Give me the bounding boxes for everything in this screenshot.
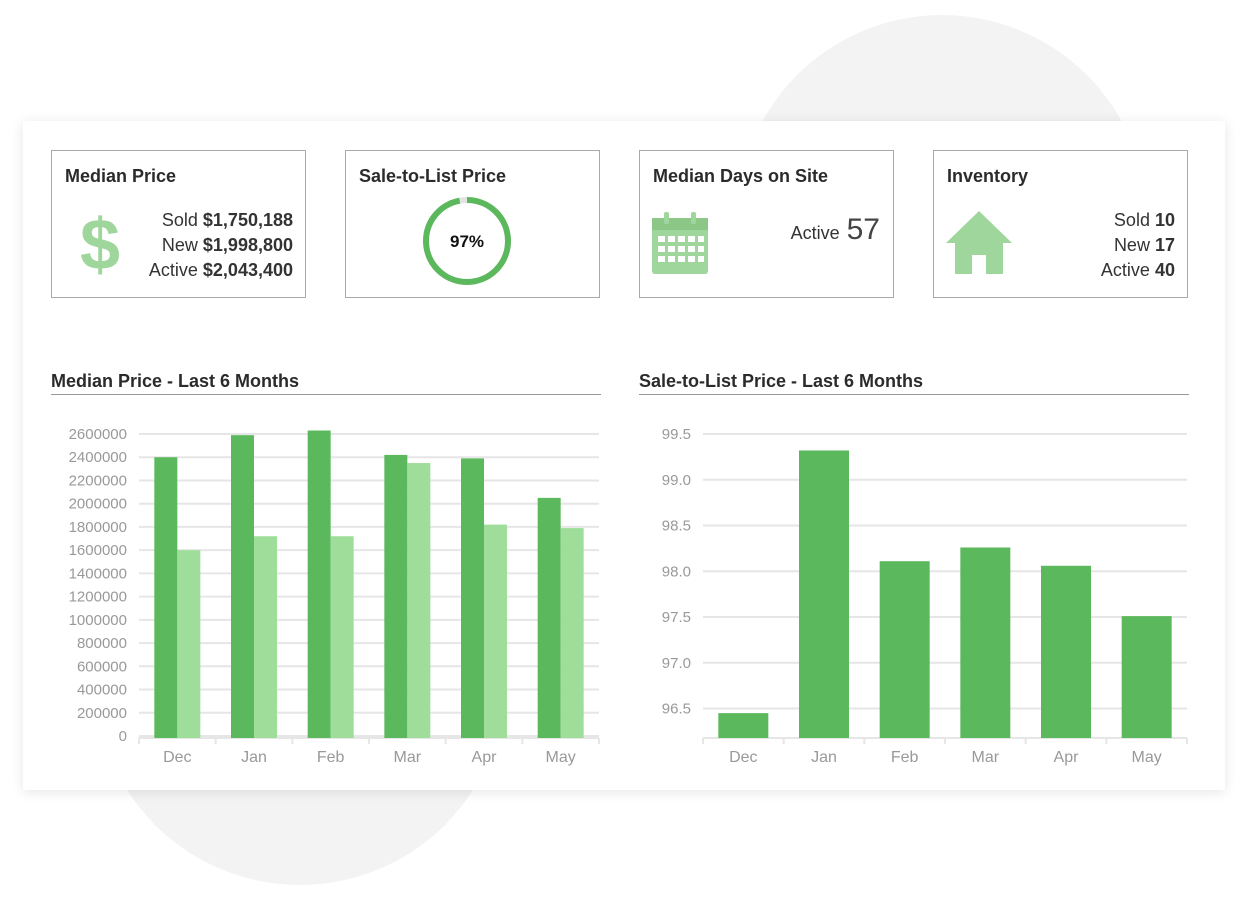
median-price-chart-title: Median Price - Last 6 Months: [51, 371, 601, 395]
bar: [799, 450, 849, 738]
y-tick-label: 98.0: [662, 563, 691, 580]
inventory-box: Inventory Sold 10 New 17 Active 40: [933, 150, 1188, 298]
dollar-sign-icon: $: [80, 207, 120, 277]
y-tick-label: 96.5: [662, 701, 691, 718]
y-tick-label: 0: [119, 728, 127, 745]
y-tick-label: 800000: [77, 635, 127, 652]
gridlines: [139, 433, 599, 737]
y-tick-label: 1400000: [69, 565, 127, 582]
bar: [560, 528, 584, 738]
median-price-active: Active $2,043,400: [148, 260, 293, 280]
x-tick-label: Jan: [811, 749, 837, 766]
y-tick-label: 2400000: [69, 449, 127, 466]
house-icon: [946, 211, 1012, 274]
y-tick-label: 98.5: [662, 518, 691, 535]
bar: [330, 536, 354, 738]
y-tick-label: 400000: [77, 682, 127, 699]
bar: [154, 457, 178, 738]
bar: [960, 547, 1011, 738]
bar: [1121, 616, 1172, 738]
median-price-box: Median Price $ Sold $1,750,188 New $1,99…: [51, 150, 306, 298]
y-tick-label: 200000: [77, 705, 127, 722]
y-tick-label: 1000000: [69, 612, 127, 629]
sale-to-list-title: Sale-to-List Price: [359, 166, 507, 186]
median-price-values: Sold $1,750,188 New $1,998,800 Active $2…: [149, 208, 293, 283]
median-days-box: Median Days on Site Active 57: [639, 150, 894, 298]
y-tick-label: 99.5: [662, 426, 691, 443]
x-tick-label: Feb: [891, 749, 919, 766]
x-tick-label: Apr: [472, 749, 498, 766]
inventory-title: Inventory: [947, 166, 1029, 186]
x-tick-label: May: [1132, 749, 1162, 766]
bar: [254, 536, 277, 738]
bar: [718, 713, 769, 738]
bar: [231, 435, 254, 738]
bar: [484, 524, 507, 738]
median-price-title: Median Price: [65, 166, 177, 186]
dashboard-card: Median Price $ Sold $1,750,188 New $1,99…: [23, 121, 1225, 790]
y-tick-label: 2200000: [69, 472, 127, 489]
bar: [384, 454, 408, 738]
bar: [537, 497, 561, 738]
y-tick-label: 1200000: [69, 589, 127, 606]
x-tick-label: Feb: [317, 749, 345, 766]
x-tick-label: Apr: [1054, 749, 1080, 766]
percent-ring: 97%: [423, 197, 511, 285]
median-price-new: New $1,998,800: [161, 235, 293, 255]
y-tick-label: 2600000: [69, 426, 127, 443]
bar: [1041, 565, 1091, 738]
y-tick-label: 2000000: [69, 496, 127, 513]
ring-percent-label: 97%: [450, 232, 484, 251]
svg-text:$: $: [80, 207, 120, 277]
x-tick-label: Jan: [241, 749, 267, 766]
sale-to-list-chart: 96.5 97.0 97.5 98.0 98.5 99.0 99.5 Dec Jan Feb Mar…: [662, 426, 1188, 766]
median-price-sold: Sold $1,750,188: [161, 210, 293, 230]
calendar-icon: [652, 212, 708, 274]
bar: [177, 550, 201, 738]
inventory-new: New 17: [1113, 235, 1175, 255]
ring-progress: [423, 197, 511, 285]
x-tick-label: Dec: [729, 749, 757, 766]
sale-to-list-box: Sale-to-List Price 97%: [345, 150, 600, 298]
y-tick-label: 1600000: [69, 542, 127, 559]
x-tick-label: Dec: [163, 749, 191, 766]
bar: [307, 430, 331, 738]
bar: [461, 458, 484, 738]
y-tick-label: 97.5: [662, 609, 691, 626]
sale-to-list-chart-title: Sale-to-List Price - Last 6 Months: [639, 371, 1189, 395]
median-days-title: Median Days on Site: [653, 166, 829, 186]
x-tick-label: Mar: [394, 749, 422, 766]
median-days-active: Active 57: [790, 213, 880, 246]
y-tick-label: 1800000: [69, 519, 127, 536]
bar: [879, 561, 930, 738]
inventory-values: Sold 10 New 17 Active 40: [1101, 208, 1175, 283]
gridlines: [703, 433, 1187, 710]
inventory-active: Active 40: [1100, 260, 1175, 280]
median-price-chart: 0 200000 400000 600000 800000 1000000 1200000 1…: [69, 426, 600, 766]
bar: [407, 463, 431, 738]
y-tick-label: 97.0: [662, 655, 691, 672]
x-tick-label: Mar: [972, 749, 1000, 766]
x-tick-label: May: [546, 749, 576, 766]
y-tick-label: 600000: [77, 658, 127, 675]
inventory-sold: Sold 10: [1113, 210, 1175, 230]
y-tick-label: 99.0: [662, 472, 691, 489]
